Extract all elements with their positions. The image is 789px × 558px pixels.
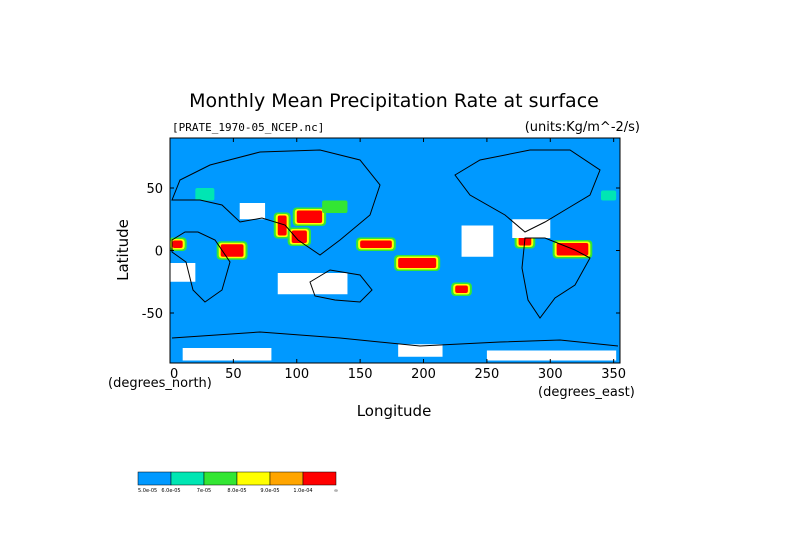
legend-label-4: 9.0e-05 <box>260 488 279 494</box>
chart-subtitle: [PRATE_1970-05_NCEP.nc] <box>172 121 324 134</box>
legend-label-3: 8.0e-05 <box>227 488 246 494</box>
coastline-layer <box>171 149 619 347</box>
y-axis-label: Latitude <box>114 219 132 281</box>
x-unit-label: (degrees_east) <box>538 385 635 400</box>
x-tick-label-6: 300 <box>538 367 563 382</box>
missing-data-layer <box>170 203 617 361</box>
chart-title: Monthly Mean Precipitation Rate at surfa… <box>189 90 599 112</box>
missing-data-region-3 <box>461 225 494 257</box>
x-axis-ticks: 0 50 100 150 200 250 300 350 <box>169 138 626 382</box>
legend-label-1: 6.0e-05 <box>161 488 180 494</box>
precip-region-10 <box>195 188 215 201</box>
precip-region-0 <box>273 212 291 239</box>
coastline-africa <box>171 231 231 303</box>
coastline-south-america <box>521 237 591 319</box>
coastline-eurasia <box>171 149 381 256</box>
precip-regions-layer <box>170 188 617 296</box>
coastline-north-america <box>454 149 601 233</box>
legend-swatch-2 <box>203 471 238 486</box>
precip-region-4 <box>356 237 396 251</box>
coastline-australia <box>309 269 373 303</box>
legend-label-2: 7e-05 <box>197 488 211 494</box>
legend-label-6: ∞ <box>334 488 338 494</box>
precip-region-3 <box>216 241 248 260</box>
y-tick-label-0: 50 <box>146 182 163 197</box>
legend-swatch-0 <box>137 471 172 486</box>
precip-region-8 <box>170 237 187 251</box>
missing-data-region-0 <box>170 263 196 282</box>
y-tick-label-1: 0 <box>155 245 163 260</box>
precip-region-5 <box>394 255 441 271</box>
map-plot-area <box>169 137 621 364</box>
y-tick-label-2: -50 <box>142 307 163 322</box>
legend-swatch-4 <box>269 471 304 486</box>
x-tick-label-4: 200 <box>411 367 436 382</box>
legend-swatch-5 <box>302 471 337 486</box>
x-tick-label-2: 100 <box>284 367 309 382</box>
y-axis-ticks: 50 0 -50 <box>142 182 620 322</box>
units-label: (units:Kg/m^-2/s) <box>525 120 640 135</box>
x-tick-label-3: 150 <box>348 367 373 382</box>
x-tick-label-0: 0 <box>170 367 178 382</box>
missing-data-region-6 <box>182 348 272 361</box>
missing-data-region-2 <box>239 203 266 220</box>
missing-data-region-7 <box>486 350 617 361</box>
legend-label-0: 5.0e-05 <box>138 488 157 494</box>
missing-data-region-5 <box>398 344 443 357</box>
x-tick-label-7: 350 <box>601 367 626 382</box>
precip-region-12 <box>322 200 348 213</box>
x-tick-label-1: 50 <box>225 367 242 382</box>
legend-label-5: 1.0e-04 <box>293 488 312 494</box>
x-tick-label-5: 250 <box>474 367 499 382</box>
precip-region-2 <box>287 227 311 246</box>
color-legend: 5.0e-05 6.0e-05 7e-05 8.0e-05 9.0e-05 1.0e-04… <box>137 471 338 494</box>
legend-swatch-3 <box>236 471 271 486</box>
precip-region-11 <box>600 190 617 201</box>
precip-region-1 <box>292 207 327 226</box>
y-unit-label: (degrees_north) <box>108 376 212 391</box>
precip-region-9 <box>451 282 472 296</box>
x-axis-label: Longitude <box>357 402 432 420</box>
coastline-antarctica <box>171 331 619 347</box>
legend-swatch-1 <box>170 471 205 486</box>
missing-data-region-1 <box>277 273 348 295</box>
